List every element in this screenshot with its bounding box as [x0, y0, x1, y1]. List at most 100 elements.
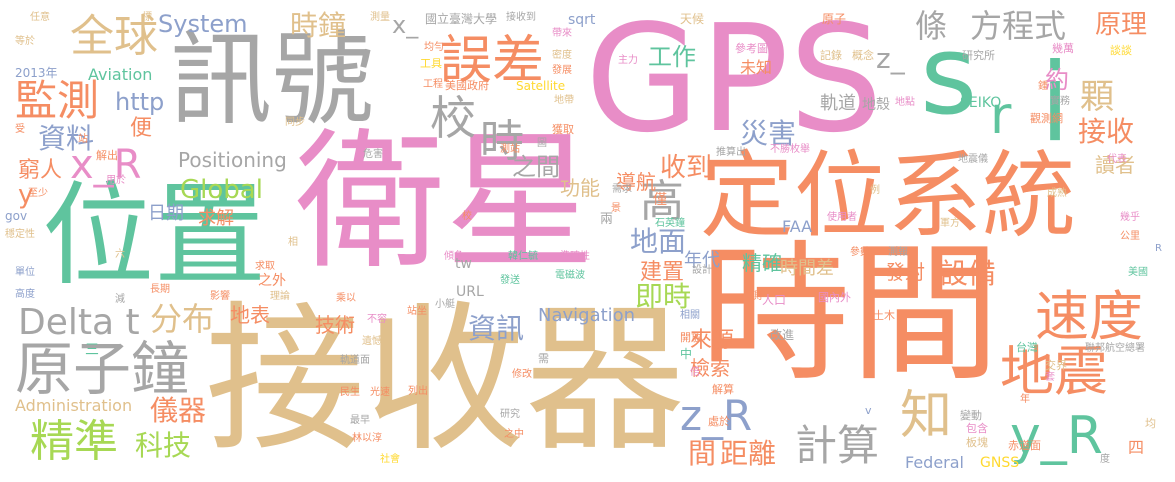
word: 方程式 [970, 7, 1067, 45]
word: 概念 [852, 49, 874, 62]
word: 軍方 [940, 218, 960, 229]
word: x_R [70, 142, 142, 188]
word: 約 [1045, 66, 1069, 94]
word: 校 [462, 211, 472, 222]
word: 軌道 [820, 93, 856, 114]
word: 減 [115, 294, 125, 305]
word: 便 [130, 116, 153, 141]
word: 僅 [653, 192, 667, 208]
word: z_R [680, 391, 753, 440]
word: 不勝枚舉 [770, 144, 810, 155]
word: tw [455, 256, 472, 272]
word: 光速 [370, 387, 390, 398]
word: 時 [480, 116, 524, 167]
word: 處於 [708, 415, 730, 428]
word: r [990, 86, 1012, 146]
word: 發展 [552, 65, 572, 76]
word: SEIKO [960, 95, 1002, 111]
word: 美國政府 [445, 79, 489, 92]
word: GPS [585, 0, 883, 165]
word: 帶來 [552, 28, 572, 39]
word: 求解 [198, 208, 234, 229]
word: 社會 [380, 454, 400, 465]
word: 年代 [684, 250, 720, 271]
word: 影響 [210, 291, 230, 302]
word: 間 [688, 437, 717, 470]
word: 相關 [680, 310, 700, 321]
word: 六 [115, 249, 125, 260]
word: 套 [1045, 372, 1055, 383]
word: 日期 [148, 203, 184, 224]
word: System [158, 10, 248, 38]
word: 監測 [15, 76, 100, 125]
word: 窮人 [18, 158, 63, 183]
word: 工具 [420, 57, 442, 70]
word: 天候 [680, 12, 705, 26]
word: 用於 [106, 175, 126, 186]
word: 不容 [367, 314, 387, 325]
word: 地殼 [862, 97, 890, 113]
word: 記錄 [820, 49, 842, 62]
word: 主力 [618, 55, 638, 66]
word: x_ [392, 11, 419, 39]
word: Positioning [178, 148, 287, 172]
word: 推算出 [716, 147, 746, 158]
word: 電磁波 [555, 270, 585, 281]
word: 倍 [690, 367, 700, 378]
word: 開放 [680, 331, 702, 344]
word: 時鐘 [290, 9, 347, 42]
word: 穩定性 [5, 229, 35, 240]
word: 原理 [1095, 10, 1148, 40]
word: 板塊 [966, 436, 988, 449]
word: Administration [15, 396, 133, 415]
word: 位置 [42, 171, 266, 301]
word: 遺憾 [362, 336, 382, 347]
word: 科技 [135, 429, 192, 462]
word: 國立臺灣大學 [425, 12, 498, 26]
word: 鍾 [1038, 81, 1048, 92]
word: 之中 [504, 429, 524, 440]
word: 未知 [740, 58, 773, 77]
word: gov [5, 209, 28, 223]
word: 地震 [1000, 340, 1108, 403]
word: 原子鐘 [15, 335, 190, 403]
word: 改進 [770, 328, 795, 342]
word: 技術 [315, 313, 355, 337]
word: URL [456, 284, 484, 300]
word: 精確 [742, 251, 782, 275]
word: 國內外 [818, 291, 851, 304]
word: 任意 [30, 12, 50, 23]
word: 標 [142, 12, 152, 23]
word: 發送 [500, 275, 520, 286]
word: 需求 [612, 184, 632, 195]
word: 四 [1128, 438, 1145, 457]
word: 準確性 [560, 251, 590, 262]
word: 距離 [720, 437, 777, 470]
word: 危害 [363, 149, 383, 160]
word: 使用者 [827, 212, 857, 223]
word: v [865, 404, 872, 417]
word: 高 [640, 176, 684, 227]
word: 工作 [648, 43, 696, 71]
word: s [920, 11, 978, 139]
word: 聯邦航空總署 [1085, 343, 1145, 354]
word: 條 [915, 7, 948, 45]
word: 精準 [30, 416, 118, 467]
word: 站 [78, 134, 88, 145]
word: 密度 [552, 50, 572, 61]
word: 兩 [600, 212, 614, 227]
word: Navigation [538, 305, 636, 326]
word: 民生 [340, 387, 360, 398]
word: 交界 [1045, 359, 1067, 372]
word: 工程 [423, 79, 443, 90]
word: 接收器 [205, 286, 686, 473]
word: 測站 [500, 144, 520, 155]
word: 代表 [1107, 154, 1127, 165]
word: 林以淳 [352, 433, 382, 444]
word: 中 [680, 347, 693, 361]
word: 原子 [822, 12, 847, 26]
word: 建置 [640, 260, 685, 285]
word: 等於 [15, 36, 35, 47]
word: y_R [1010, 406, 1103, 466]
